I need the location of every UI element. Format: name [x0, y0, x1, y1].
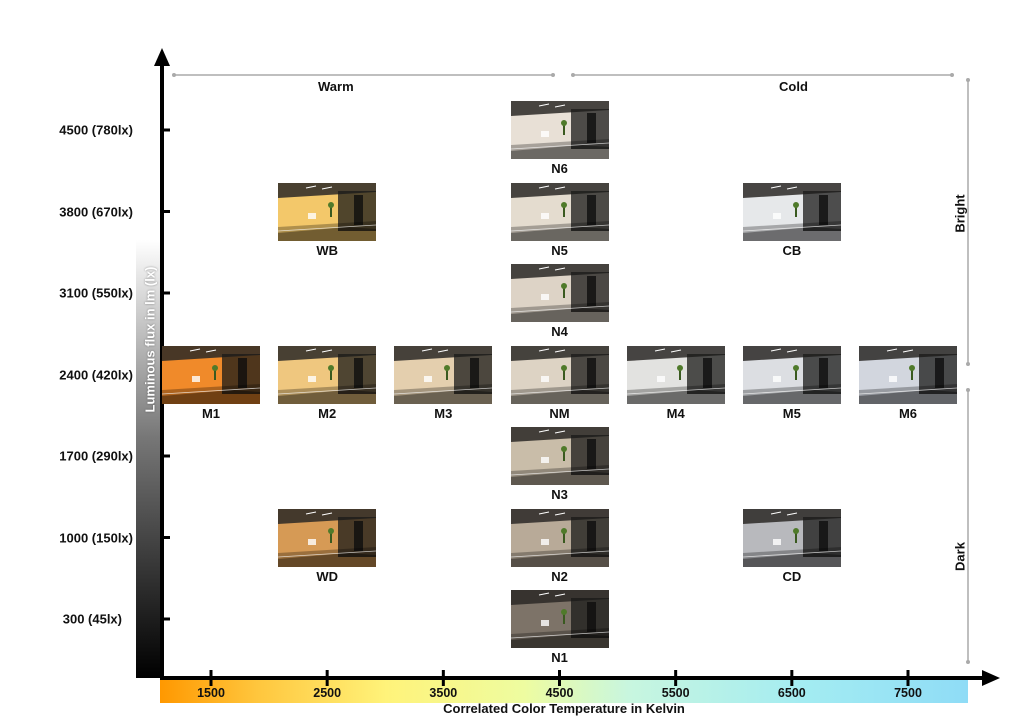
- y-tick-label: 4500 (780lx): [59, 122, 133, 138]
- x-axis-ticks: [209, 670, 910, 686]
- condition-label: N6: [551, 161, 568, 176]
- condition-label: CB: [782, 242, 802, 258]
- condition-label: N2: [551, 568, 568, 584]
- x-tick-label: 5500: [661, 686, 690, 700]
- y-axis-gradient-bar: [136, 240, 162, 678]
- condition-thumbnail-cd: [742, 508, 841, 567]
- condition-label: M3: [434, 405, 453, 421]
- condition-label: N5: [551, 242, 568, 258]
- x-tick-label: 7500: [894, 686, 922, 700]
- condition-thumbnail-n6: [510, 101, 609, 159]
- x-axis-arrow: [982, 670, 1000, 686]
- condition-label: M6: [898, 405, 918, 421]
- condition-thumbnail-wb: [278, 182, 377, 241]
- x-tick-label: 1500: [197, 686, 225, 700]
- condition-label: N4: [551, 324, 568, 339]
- condition-label: M4: [666, 405, 685, 421]
- condition-label: M5: [782, 405, 801, 421]
- y-tick-label: 3100 (550lx): [59, 285, 133, 301]
- condition-thumbnail-m4: [626, 345, 725, 404]
- condition-label: CD: [782, 568, 802, 584]
- condition-label: WB: [316, 242, 338, 258]
- x-tick-label: 2500: [313, 686, 342, 700]
- bright-group-label: Bright: [952, 194, 968, 233]
- condition-thumbnail-wd: [278, 508, 377, 567]
- condition-label: M1: [201, 405, 221, 421]
- condition-thumbnail-n2: [510, 508, 609, 567]
- x-tick-label: 6500: [777, 686, 806, 700]
- condition-thumbnail-cb: [742, 182, 841, 241]
- condition-label: M2: [318, 405, 337, 421]
- condition-label: WD: [316, 568, 338, 584]
- condition-thumbnail-n4: [510, 264, 609, 322]
- y-tick-label: 300 (45lx): [62, 611, 122, 627]
- condition-thumbnail-m6: [859, 345, 957, 404]
- x-tick-label: 4500: [545, 686, 574, 700]
- condition-thumbnail-nm: [510, 345, 609, 404]
- condition-thumbnail-m5: [742, 345, 841, 404]
- dark-group-label: Dark: [952, 542, 968, 571]
- condition-label: N3: [551, 487, 568, 502]
- warm-group-label: Warm: [318, 79, 354, 94]
- x-axis-gradient-bar: [160, 678, 968, 703]
- condition-thumbnail-m3: [394, 345, 493, 404]
- condition-thumbnail-n1: [510, 590, 609, 648]
- condition-thumbnail-m2: [278, 345, 377, 404]
- x-tick-label: 3500: [429, 686, 458, 700]
- condition-label: NM: [549, 405, 570, 421]
- y-tick-label: 2400 (420lx): [59, 367, 133, 382]
- y-axis-arrow: [154, 48, 170, 66]
- y-tick-label: 1000 (150lx): [59, 530, 133, 545]
- condition-thumbnail-n3: [510, 427, 609, 485]
- y-tick-label: 3800 (670lx): [59, 204, 133, 219]
- x-axis-title: Correlated Color Temperature in Kelvin: [443, 701, 685, 716]
- cold-group-label: Cold: [779, 79, 808, 94]
- condition-label: N1: [551, 650, 568, 665]
- condition-thumbnail-n5: [510, 182, 609, 241]
- y-tick-label: 1700 (290lx): [59, 448, 133, 464]
- condition-thumbnail-m1: [162, 345, 260, 404]
